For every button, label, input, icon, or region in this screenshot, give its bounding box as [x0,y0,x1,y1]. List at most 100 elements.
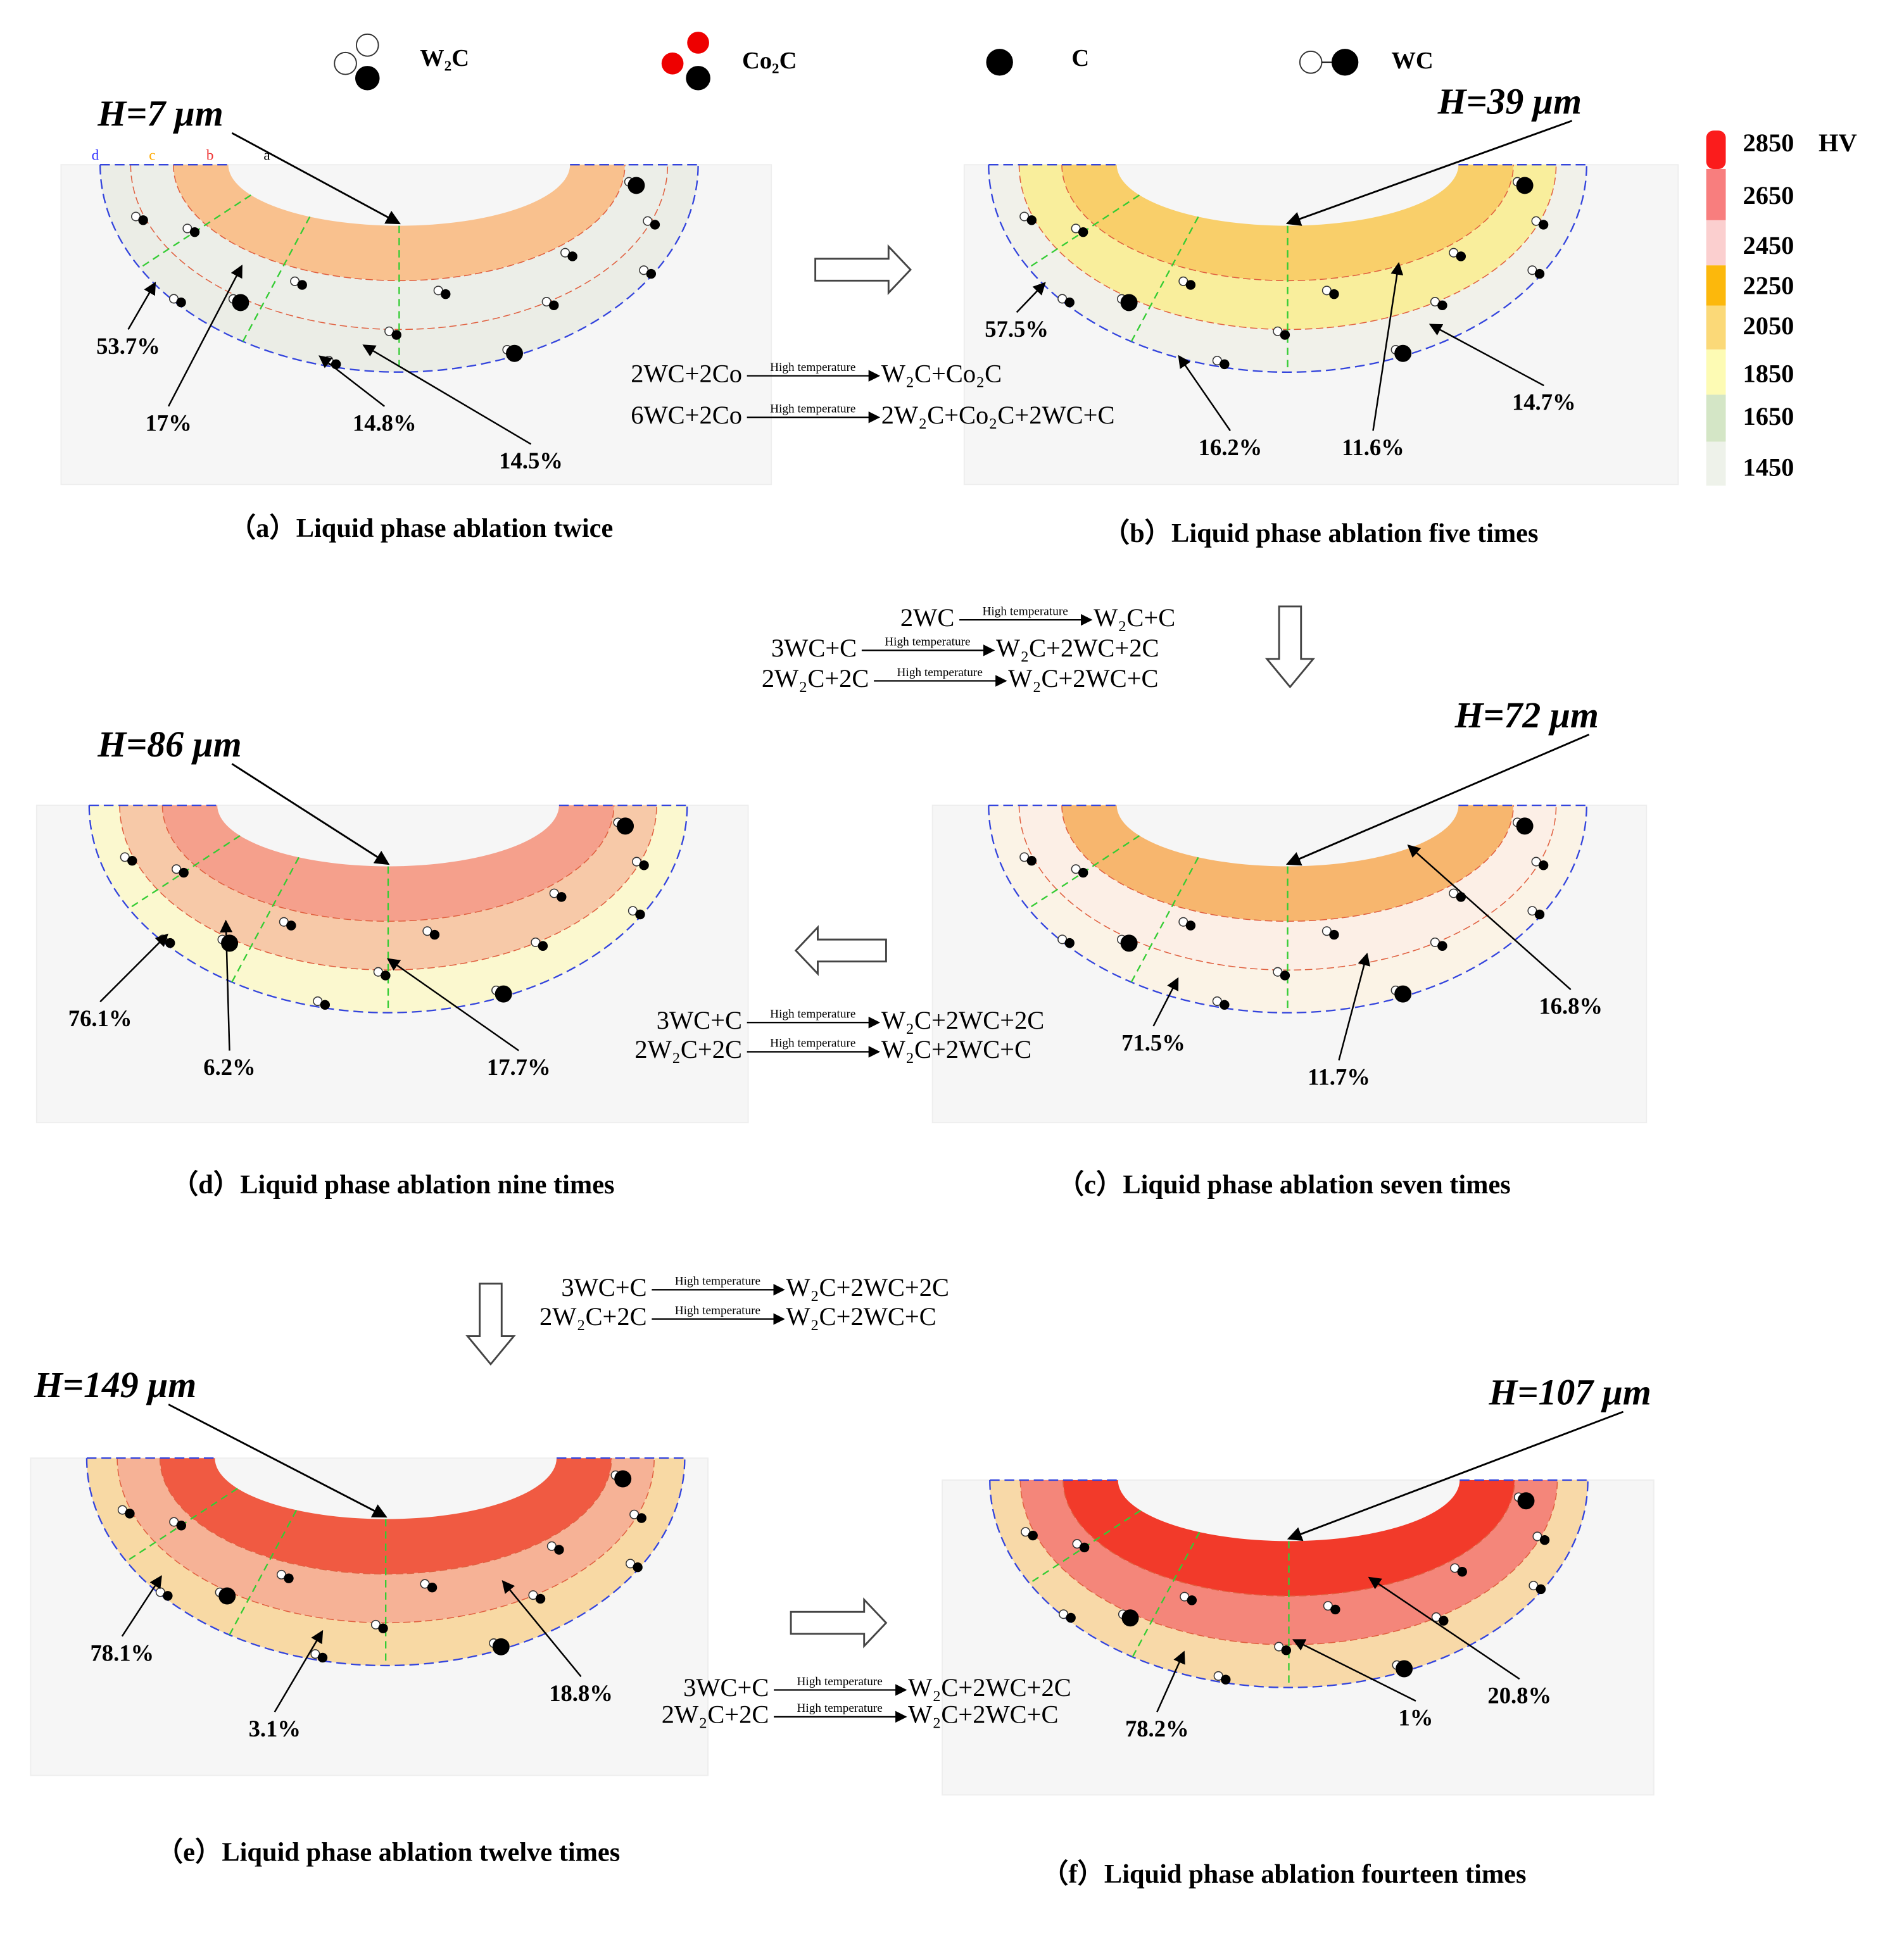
hardness-band [1019,805,1556,970]
colorbar-segment [1706,349,1726,395]
wc-particle-c [1120,294,1138,311]
percentage-label: 16.2% [1199,434,1263,460]
panel-caption: （a）Liquid phase ablation twice [229,513,614,543]
wc-particle-c [427,1583,438,1593]
wc-particle-c [633,1562,643,1573]
percentage-label: 53.7% [96,333,160,359]
wc-particle-c [179,867,189,878]
hardness-band [990,1479,1588,1688]
wc-particle-c [391,330,401,340]
layer-label: d [92,147,99,163]
wc-particle-c [284,1573,294,1583]
panel-caption: （d）Liquid phase ablation nine times [172,1170,615,1200]
percentage-leader [1292,1639,1416,1702]
percentage-leader [501,1580,582,1678]
hardness-band [173,165,625,281]
percentage-label: 57.5% [985,316,1049,342]
wc-particle-c [1028,1530,1038,1541]
hardness-band [117,1458,655,1623]
wc-particle-c [381,970,391,981]
hardness-band [1019,165,1556,330]
reaction-condition: High temperature [770,1037,855,1050]
wc-particle-c [635,909,645,920]
outer-boundary [85,1457,686,1667]
outer-boundary [88,804,688,1014]
wc-particle-c [567,251,577,261]
wc-particle-c [1064,938,1075,948]
wc-particle-c [1394,985,1412,1003]
reaction-condition: High temperature [885,636,970,649]
reaction-condition: High temperature [797,1675,883,1688]
wc-particle-c [1394,344,1412,362]
wc-particle-c [1185,920,1196,931]
wc-particle-c [1517,1492,1535,1510]
reaction-products: W₂C+2WC+2C [786,1273,949,1302]
wc-particle-c [1456,251,1466,261]
wc-particle-c [1220,1000,1230,1010]
reaction-condition: High temperature [897,666,983,679]
hardness-band [1061,805,1514,922]
panel-caption: （e）Liquid phase ablation twelve times [156,1837,620,1867]
wc-particle-c [492,1638,510,1655]
reaction-condition: High temperature [770,1007,855,1020]
wc-particle-c [138,215,148,225]
outer-boundary [99,164,699,374]
percentage-leader [1156,1650,1185,1712]
outer-boundary [988,804,1587,1014]
percentage-leader [127,281,156,330]
hardness-band [86,1458,685,1666]
colorbar-segment [1706,441,1726,486]
wc-particle-c [1457,1567,1467,1577]
percentage-leader [386,958,519,1052]
reaction-condition: High temperature [770,361,855,374]
reaction-reactants: 3WC+C [561,1273,646,1302]
percentage-label: 76.1% [68,1005,132,1031]
colorbar-unit: HV [1819,129,1857,157]
percentage-leader [1368,1576,1520,1680]
wc-particle-c [495,985,512,1003]
depth-label: H=107 μm [1489,1371,1651,1412]
wc-particle-c [317,1652,328,1663]
wc-particle-c [1539,1535,1550,1545]
percentage-label: 78.2% [1125,1716,1189,1742]
percentage-label: 17% [145,410,191,436]
depth-leader [1287,1410,1624,1542]
wc-particle-c [1516,817,1534,835]
wc-particle-c [1185,280,1196,290]
hardness-band [162,805,614,922]
percentage-leader [1178,355,1231,432]
wc-particle-c [614,1470,632,1488]
wc-particle-c [165,938,175,948]
percentage-label: 20.8% [1487,1683,1551,1709]
reaction-products: W₂C+2WC+2C [996,634,1159,662]
wc-particle-c [1026,215,1037,225]
colorbar-segment [1706,305,1726,350]
percentage-leader [1372,261,1404,431]
wc-particle-c [646,268,657,279]
wc-particle-c [378,1623,388,1633]
wc-particle-c [535,1593,546,1604]
hardness-band [1062,1479,1515,1597]
reaction-reactants: 2W₂C+2C [539,1302,647,1331]
colorbar-label: 1650 [1743,402,1794,430]
outer-boundary [989,1479,1589,1688]
depth-label: H=149 μm [34,1364,196,1405]
wc-particle-c [617,817,634,835]
depth-leader [1285,733,1590,866]
wc-particle-c [1538,220,1549,230]
layer-label: c [149,147,155,163]
percentage-leader [167,264,243,407]
panel-caption: （b）Liquid phase ablation five times [1103,518,1539,548]
reaction-reactants: 2WC [900,603,954,632]
legend-icons [334,32,1359,91]
wc-particle-c [1079,1542,1090,1553]
percentage-leader [99,933,168,1003]
percentage-label: 78.1% [90,1640,154,1666]
percentage-leader [1338,952,1371,1061]
wc-particle-c [1538,860,1549,870]
wc-particle-c [1534,268,1545,279]
layer-label: a [263,147,270,163]
percentage-label: 3.1% [249,1716,301,1742]
wc-particle-c [506,344,523,362]
